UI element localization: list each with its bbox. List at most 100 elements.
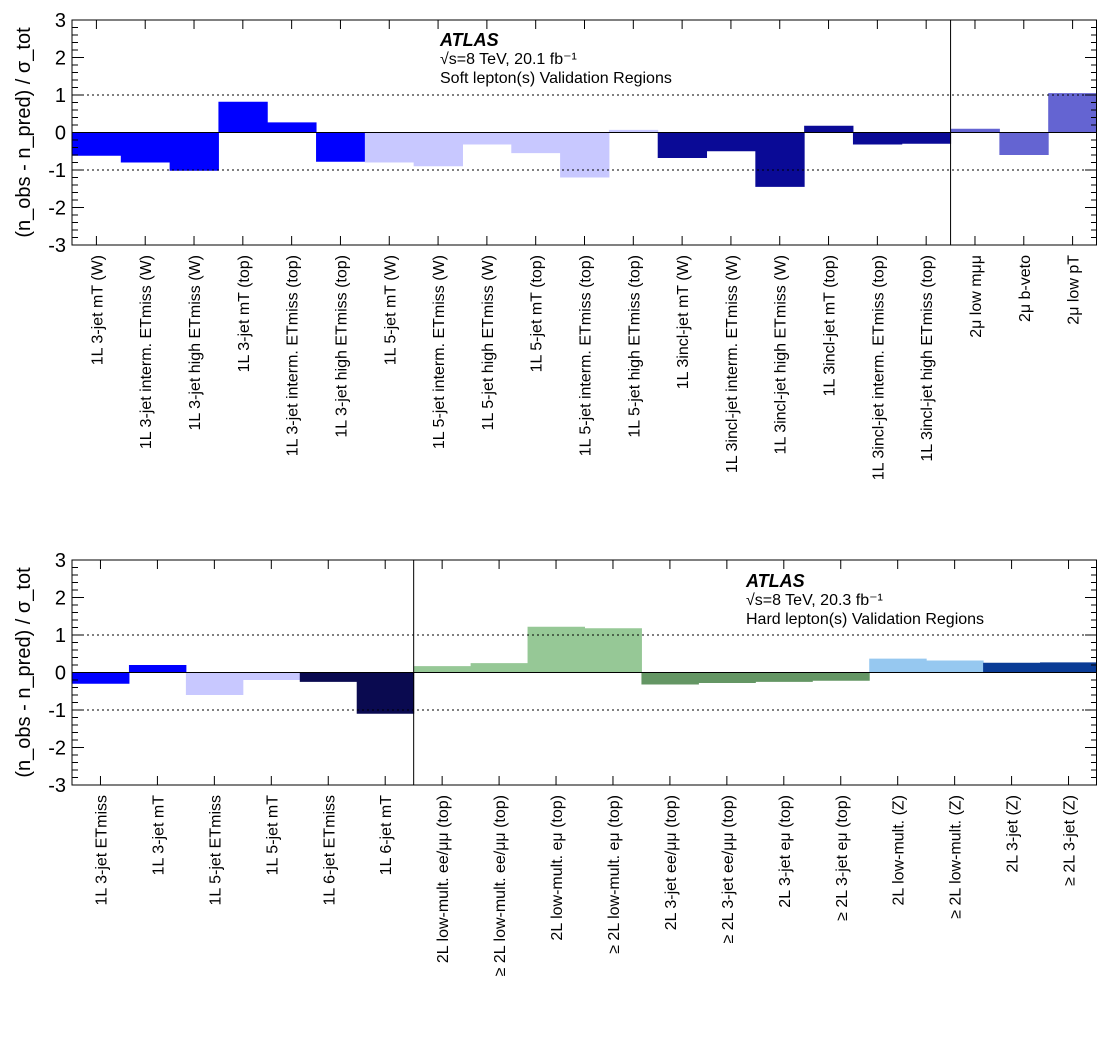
- category-label: ≥ 2L 3-jet eμ (top): [834, 795, 851, 921]
- category-label: ≥ 2L low-mult. eμ (top): [606, 795, 623, 954]
- y-axis-title: (n_obs - n_pred) / σ_tot: [13, 27, 35, 238]
- bar-14: [812, 672, 870, 681]
- category-label: 1L 3-jet mT (top): [236, 255, 253, 372]
- category-label: 2L 3-jet eμ (top): [777, 795, 794, 908]
- bar-21: [1048, 93, 1097, 133]
- category-label: 1L 3incl-jet high ETmiss (W): [773, 255, 790, 454]
- bar-5: [267, 122, 317, 133]
- bar-9: [462, 132, 512, 145]
- y-tick-label: -2: [48, 198, 66, 220]
- bar-13: [755, 672, 813, 682]
- category-label: 1L 6-jet mT: [378, 795, 395, 876]
- y-tick-label: 1: [55, 625, 66, 647]
- hard-lepton-panel: 3 2 1 0 -1 -2 -3 1L 3-jet ETmiss 1L 3-jet mT 1L 5…: [13, 550, 1097, 976]
- category-label: 1L 5-jet interm. ETmiss (W): [431, 255, 448, 449]
- bar-12: [608, 129, 659, 133]
- category-label: 1L 3-jet mT (W): [89, 255, 106, 365]
- category-label: 1L 3incl-jet interm. ETmiss (W): [724, 255, 741, 473]
- y-tick-label: -2: [48, 738, 66, 760]
- bar-15: [869, 658, 927, 673]
- y-tick-label: -1: [48, 700, 66, 722]
- bar-7: [364, 132, 415, 163]
- category-label: 2L 3-jet (Z): [1005, 795, 1022, 873]
- bar-6: [356, 672, 415, 714]
- bar-4: [242, 672, 301, 680]
- bar-2: [120, 132, 171, 163]
- bar-10: [511, 132, 561, 154]
- bar-19: [950, 128, 1000, 133]
- bar-6: [316, 132, 366, 162]
- category-label: 1L 6-jet ETmiss: [321, 795, 338, 906]
- bar-3: [169, 132, 219, 171]
- bar-8: [470, 663, 529, 673]
- bar-18: [1040, 662, 1097, 673]
- bar-11: [560, 132, 610, 178]
- category-label: 1L 5-jet ETmiss: [207, 795, 224, 906]
- bar-2: [128, 665, 187, 673]
- region-label: Hard lepton(s) Validation Regions: [746, 611, 984, 628]
- bar-5: [299, 672, 358, 682]
- category-label: 1L 3incl-jet mT (top): [822, 255, 839, 396]
- experiment-label: ATLAS: [745, 571, 805, 591]
- category-label: 2μ low pT: [1066, 255, 1083, 325]
- bar-12: [698, 672, 756, 683]
- y-tick-label: -3: [48, 235, 66, 257]
- y-tick-label: 0: [55, 663, 66, 685]
- bar-4: [218, 101, 268, 133]
- category-label: 2μ b-veto: [1017, 255, 1034, 322]
- energy-luminosity-label: √s=8 TeV, 20.3 fb⁻¹: [746, 592, 883, 609]
- experiment-label: ATLAS: [439, 30, 499, 50]
- bar-16: [804, 125, 854, 133]
- category-label: 1L 3-jet interm. ETmiss (W): [138, 255, 155, 449]
- category-label: 2μ low mμμ: [968, 255, 985, 338]
- bar-1: [72, 132, 122, 156]
- bar-9: [527, 626, 585, 673]
- bar-7: [413, 666, 472, 673]
- category-label: ≥ 2L low-mult. (Z): [948, 795, 965, 919]
- y-tick-label: 3: [55, 10, 66, 32]
- bar-14: [706, 132, 756, 152]
- soft-lepton-panel: 3 2 1 0 -1 -2 -3 1L 3-jet mT (W) 1L 3-jet interm…: [13, 10, 1097, 480]
- bar-13: [657, 132, 708, 158]
- bar-3: [185, 672, 244, 695]
- bar-20: [999, 132, 1049, 155]
- category-label: ≥ 2L low-mult. ee/μμ (top): [492, 795, 509, 976]
- category-label: 1L 5-jet interm. ETmiss (top): [578, 255, 595, 456]
- category-label: 1L 5-jet high ETmiss (top): [626, 255, 643, 438]
- category-label: 1L 3-jet ETmiss: [93, 795, 110, 906]
- bar-16: [926, 660, 984, 673]
- category-label: 1L 5-jet high ETmiss (W): [480, 255, 497, 430]
- category-label: 1L 3incl-jet high ETmiss (top): [919, 255, 936, 462]
- bar-17: [983, 662, 1041, 673]
- category-label: 1L 3-jet high ETmiss (W): [187, 255, 204, 430]
- y-tick-label: 1: [55, 85, 66, 107]
- y-tick-label: 3: [55, 550, 66, 572]
- bar-18: [901, 132, 952, 144]
- category-label: 2L low-mult. (Z): [891, 795, 908, 906]
- y-tick-label: 2: [55, 48, 66, 70]
- bar-8: [413, 132, 463, 167]
- bar-1: [72, 672, 130, 684]
- category-label: 1L 5-jet mT (top): [529, 255, 546, 372]
- category-label: 1L 3-jet interm. ETmiss (top): [285, 255, 302, 456]
- bar-17: [852, 132, 903, 145]
- category-label: 1L 3incl-jet mT (W): [675, 255, 692, 389]
- bar-10: [584, 628, 642, 673]
- category-label: 2L low-mult. eμ (top): [549, 795, 566, 941]
- bar-15: [755, 132, 805, 187]
- category-label: 2L low-mult. ee/μμ (top): [435, 795, 452, 963]
- category-label: 1L 3-jet mT: [150, 795, 167, 876]
- category-label: ≥ 2L 3-jet (Z): [1062, 795, 1079, 886]
- y-tick-label: -1: [48, 160, 66, 182]
- y-tick-label: 2: [55, 588, 66, 610]
- y-tick-label: -3: [48, 775, 66, 797]
- category-label: 1L 5-jet mT: [264, 795, 281, 876]
- category-label: ≥ 2L 3-jet ee/μμ (top): [720, 795, 737, 943]
- y-tick-label: 0: [55, 123, 66, 145]
- category-label: 1L 5-jet mT (W): [382, 255, 399, 365]
- category-label: 2L 3-jet ee/μμ (top): [663, 795, 680, 930]
- y-axis-title: (n_obs - n_pred) / σ_tot: [13, 567, 35, 778]
- energy-luminosity-label: √s=8 TeV, 20.1 fb⁻¹: [440, 51, 577, 68]
- category-label: 1L 3incl-jet interm. ETmiss (top): [870, 255, 887, 480]
